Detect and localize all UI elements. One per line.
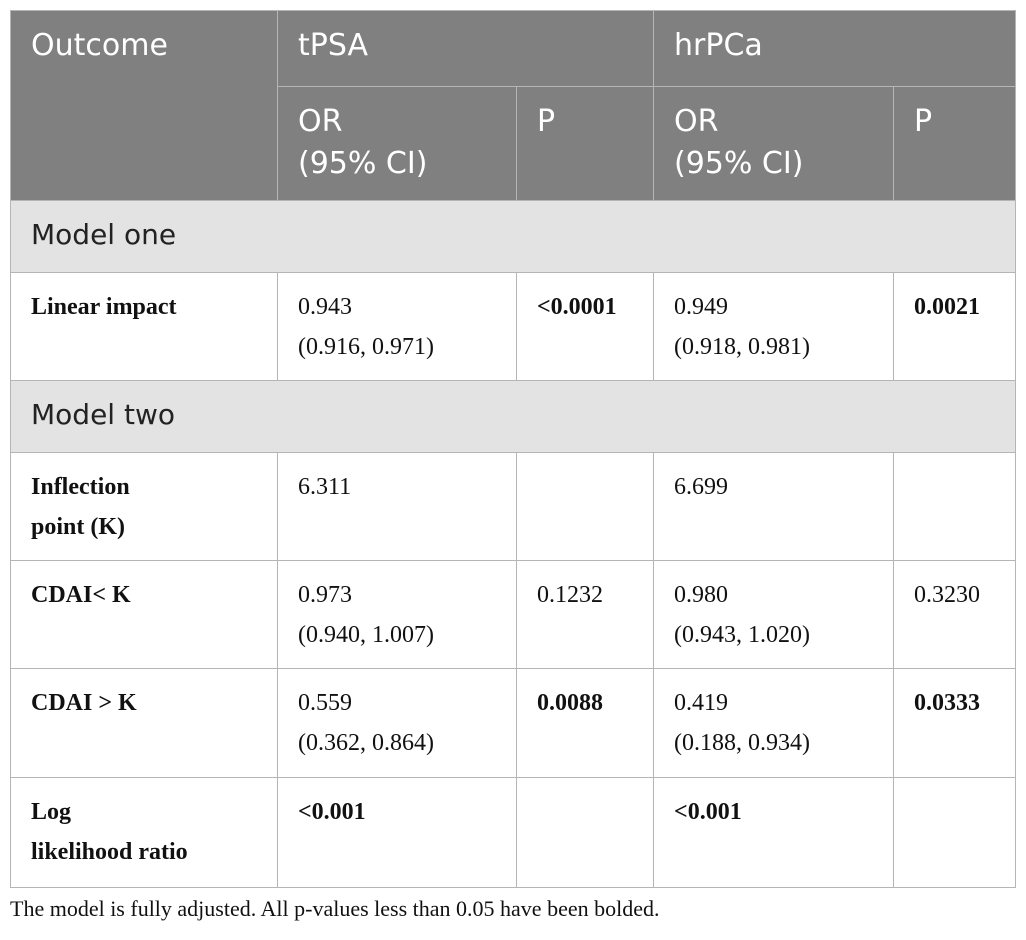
label-text: Linear impact bbox=[31, 294, 177, 320]
data-row: Log likelihood ratio <0.001 <0.001 bbox=[10, 777, 1017, 888]
header-cell: tPSA bbox=[276, 10, 655, 87]
row-label: CDAI< K bbox=[10, 560, 278, 669]
data-row: Linear impact 0.943 (0.916, 0.971) <0.0001 0… bbox=[10, 272, 1017, 381]
data-cell: 0.1232 bbox=[515, 560, 655, 669]
header-cell: OR (95% CI) bbox=[653, 86, 895, 201]
data-cell: 0.559 (0.362, 0.864) bbox=[277, 668, 517, 778]
cell-text: 0.0333 bbox=[914, 690, 981, 716]
row-label: CDAI > K bbox=[10, 668, 278, 778]
data-cell: <0.0001 bbox=[515, 272, 655, 381]
data-cell: 6.311 bbox=[277, 452, 517, 561]
cell-text: 0.559 bbox=[298, 690, 352, 716]
data-cell: <0.001 bbox=[653, 777, 895, 888]
cell-text: 6.699 bbox=[674, 474, 729, 500]
section-row: Model one bbox=[9, 200, 1017, 273]
cell-text: (0.188, 0.934) bbox=[674, 730, 810, 756]
section-cell: Model one bbox=[9, 200, 1017, 273]
header-row: Outcome tPSA hrPCa bbox=[10, 10, 1017, 201]
data-cell bbox=[893, 452, 1017, 561]
data-cell: 0.419 (0.188, 0.934) bbox=[653, 668, 895, 778]
header-text: OR bbox=[298, 104, 343, 139]
row-label: Log likelihood ratio bbox=[10, 777, 278, 888]
header-text: P bbox=[914, 104, 933, 139]
data-cell: 0.943 (0.916, 0.971) bbox=[277, 272, 517, 381]
cell-text: 0.419 bbox=[674, 690, 729, 716]
data-row: Inflection point (K) 6.311 6.699 bbox=[10, 452, 1017, 561]
cell-text: 0.973 bbox=[298, 582, 352, 608]
data-cell bbox=[515, 777, 655, 888]
data-row: CDAI > K 0.559 (0.362, 0.864) 0.0088 0.419 (0… bbox=[10, 668, 1017, 778]
data-cell bbox=[893, 777, 1017, 888]
cell-text: 0.943 bbox=[298, 294, 352, 320]
data-cell: 0.0088 bbox=[515, 668, 655, 778]
row-label: Inflection point (K) bbox=[10, 452, 278, 561]
header-cell: P bbox=[893, 86, 1017, 201]
header-text: Outcome bbox=[31, 28, 168, 63]
cell-text: 6.311 bbox=[298, 474, 352, 500]
header-cell: hrPCa bbox=[653, 10, 1017, 87]
cell-text: (0.916, 0.971) bbox=[298, 334, 434, 360]
data-cell: 0.980 (0.943, 1.020) bbox=[653, 560, 895, 669]
header-cell: OR (95% CI) bbox=[277, 86, 517, 201]
cell-text: <0.0001 bbox=[537, 294, 617, 320]
cell-text: 0.1232 bbox=[537, 582, 603, 608]
cell-text: (0.362, 0.864) bbox=[298, 730, 434, 756]
cell-text: <0.001 bbox=[674, 799, 742, 825]
header-text: P bbox=[537, 104, 556, 139]
label-text: point (K) bbox=[31, 514, 126, 540]
data-cell: 0.0333 bbox=[893, 668, 1017, 778]
data-cell: 0.973 (0.940, 1.007) bbox=[277, 560, 517, 669]
section-row: Model two bbox=[9, 380, 1017, 453]
header-text: hrPCa bbox=[674, 28, 763, 63]
row-label: Linear impact bbox=[10, 272, 278, 381]
cell-text: (0.918, 0.981) bbox=[674, 334, 810, 360]
results-table: Outcome tPSA hrPCa OR (95% CI) P OR (95% CI) P Mo… bbox=[9, 10, 1017, 888]
data-cell: <0.001 bbox=[277, 777, 517, 888]
header-row: OR (95% CI) P OR (95% CI) P bbox=[11, 86, 1017, 201]
header-text: (95% CI) bbox=[674, 146, 804, 181]
cell-text: 0.3230 bbox=[914, 582, 981, 608]
cell-text: 0.0021 bbox=[914, 294, 981, 320]
label-text: likelihood ratio bbox=[31, 839, 188, 865]
header-text: tPSA bbox=[298, 28, 368, 63]
header-cell: Outcome bbox=[10, 10, 278, 201]
section-cell: Model two bbox=[9, 380, 1017, 453]
cell-text: (0.943, 1.020) bbox=[674, 622, 810, 648]
cell-text: 0.0088 bbox=[537, 690, 603, 716]
section-title: Model two bbox=[31, 398, 175, 431]
cell-text: 0.949 bbox=[674, 294, 729, 320]
data-cell: 6.699 bbox=[653, 452, 895, 561]
label-text: Log bbox=[31, 799, 72, 825]
data-cell bbox=[515, 452, 655, 561]
data-cell: 0.949 (0.918, 0.981) bbox=[653, 272, 895, 381]
footnote: The model is fully adjusted. All p-value… bbox=[10, 896, 660, 921]
cell-text: (0.940, 1.007) bbox=[298, 622, 434, 648]
header-text: (95% CI) bbox=[298, 146, 428, 181]
label-text: CDAI< K bbox=[31, 582, 131, 608]
label-text: CDAI > K bbox=[31, 690, 137, 716]
header-text: OR bbox=[674, 104, 719, 139]
cell-text: <0.001 bbox=[298, 799, 366, 825]
header-cell: P bbox=[515, 86, 655, 201]
section-title: Model one bbox=[31, 218, 177, 251]
cell-text: 0.980 bbox=[674, 582, 729, 608]
label-text: Inflection bbox=[31, 474, 130, 500]
data-row: CDAI< K 0.973 (0.940, 1.007) 0.1232 0.980 (0.… bbox=[10, 560, 1017, 669]
data-cell: 0.3230 bbox=[893, 560, 1017, 669]
data-cell: 0.0021 bbox=[893, 272, 1017, 381]
